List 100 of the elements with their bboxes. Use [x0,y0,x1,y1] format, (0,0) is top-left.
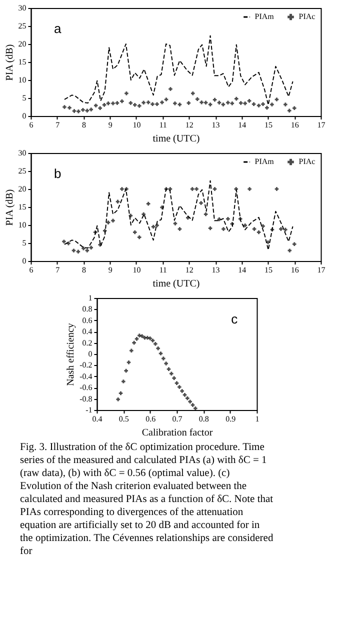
point [217,217,222,222]
point [162,356,166,360]
y-tick-label: 0 [22,112,26,120]
point [62,240,66,244]
point [124,91,128,96]
point [234,96,238,101]
y-tick-label: 10 [18,76,26,84]
point [284,102,288,106]
x-axis-title: Calibration factor [142,428,214,438]
legend-label: PIAc [298,12,316,21]
y-axis-title: PIA (dB) [4,189,16,226]
y-tick-label: 10 [18,220,26,230]
point [76,250,80,254]
point [261,224,265,228]
point [252,227,256,231]
point [238,101,243,105]
point [140,334,144,338]
legend-label: PIAm [254,12,275,21]
point [270,102,274,106]
point [173,102,177,106]
y-tick-label: 0.8 [82,304,92,314]
point [190,403,195,407]
point [102,102,106,107]
point [130,348,134,353]
point [151,224,156,229]
point [116,200,120,204]
point [284,228,288,232]
point [212,98,217,102]
y-tick-label: 20 [18,40,26,48]
point [208,226,212,230]
y-axis-title: Nash efficiency [66,323,77,386]
point [154,342,158,346]
point [85,248,90,252]
point [82,246,86,250]
point [208,102,212,106]
annotation: b [54,166,62,182]
point [155,223,159,228]
y-tick-label: -0.4 [80,372,92,381]
y-tick-label: 30 [18,4,26,12]
x-tick-label: 17 [317,266,326,274]
x-tick-label: 9 [108,120,112,130]
point [116,397,120,402]
point [204,212,208,216]
point [288,248,292,252]
point [66,241,70,246]
x-tick-label: 16 [290,266,299,274]
point [72,248,76,252]
annotation: a [54,21,62,36]
point [120,187,124,191]
point [188,400,192,404]
point [146,202,150,206]
point [226,100,230,105]
y-tick-label: -0.8 [80,394,92,404]
point [122,380,126,384]
point [124,368,128,373]
x-tick-label: 0.8 [198,414,209,424]
x-tick-label: 11 [159,120,167,130]
point [292,242,296,246]
point [200,100,204,104]
point [124,187,128,191]
point [265,106,269,110]
point [102,228,107,233]
x-tick-label: 0.7 [172,414,182,424]
point [142,212,146,216]
y-tick-label: 0 [22,256,26,266]
point [243,102,247,106]
point [137,104,142,108]
x-tick-label: 8 [82,120,86,130]
y-tick-label: 5 [22,238,26,248]
point [172,376,176,380]
point [222,227,226,231]
point [118,391,123,396]
x-axis-title: time (UTC) [152,278,200,290]
annotation: c [231,312,238,327]
point [164,98,168,102]
point [230,222,234,226]
point [168,87,172,91]
point [247,99,252,103]
x-tick-label: 16 [290,120,299,130]
point [243,223,247,228]
x-tick-label: 8 [82,266,86,274]
point [148,336,152,340]
y-tick-label: -0.6 [80,383,92,392]
point [182,393,187,397]
x-tick-label: 11 [159,266,167,274]
x-tick-label: 13 [212,120,220,130]
point [230,102,234,106]
point [89,246,93,250]
point [115,101,120,105]
point [76,109,80,114]
point [194,187,198,191]
point [173,222,178,226]
x-tick-label: 10 [132,266,141,274]
x-tick-label: 12 [185,120,194,130]
point [68,106,72,110]
point [279,227,283,231]
y-tick-label: 0.2 [82,338,92,348]
point [137,235,142,240]
point [256,230,261,234]
y-tick-label: 15 [18,202,26,212]
